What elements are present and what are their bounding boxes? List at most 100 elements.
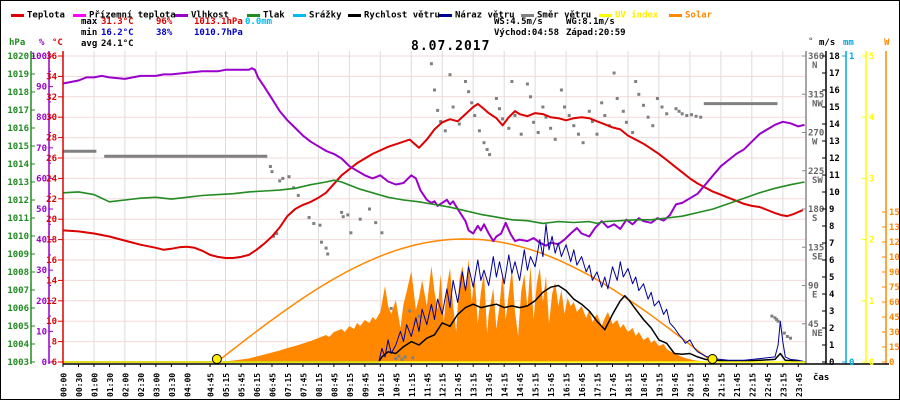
wind-direction-axis-label: 270 [808,129,824,139]
time-tick-label: 11:15 [408,373,417,397]
time-tick-label: 23:15 [779,373,788,397]
time-tick-label: 22:15 [748,373,757,397]
wind-direction-dot [685,114,689,117]
wind-axis-label: 4 [829,290,835,300]
legend-label: Náraz větru [455,10,515,21]
wind-direction-dot [464,80,467,83]
solar-axis-label: 900 [889,268,900,278]
wind-direction-dot [433,88,436,92]
wind-direction-compass-label: S [812,214,817,224]
wind-direction-dot [776,319,780,323]
hpa-axis-label: 1003 [7,358,29,368]
wind-direction-compass-label: N [812,61,817,71]
wind-direction-dot [470,101,474,105]
time-tick-label: 15:15 [532,373,541,397]
wind-direction-dot [368,207,371,211]
stat-min-temperature: 16.2°C [101,28,134,38]
wind-axis-label: 9 [829,205,834,215]
wind-direction-dot [563,105,566,109]
stat-sunset-time: Západ:20:59 [566,28,626,38]
axis-header-wind: m/s [819,38,836,48]
wind-direction-dot [782,331,786,335]
wind-direction-dot [324,246,328,250]
wind-direction-dot [477,129,481,133]
wind-axis-label: 2 [829,324,834,334]
wind-direction-axis-label: 180 [808,205,824,215]
wind-direction-dot [268,165,272,168]
wind-direction-dot [346,213,350,217]
wind-axis-label: 8 [829,222,834,232]
temperature-axis-label: 18 [46,236,57,246]
wind-direction-dot [615,97,619,100]
wind-direction-dot [400,357,404,361]
hpa-axis-label: 1005 [7,322,29,332]
time-tick-label: 04:00 [183,373,192,397]
solar-actual-area [216,259,713,362]
wind-direction-dot [572,124,576,128]
wind-direction-dot [549,126,553,130]
wind-direction-dot [789,336,792,340]
wind-axis-label: 15 [829,103,840,113]
temperature-axis-label: 26 [46,154,57,164]
temperature-axis-label: 10 [46,317,57,327]
wind-direction-dot [680,112,684,116]
wind-axis-label: 11 [829,171,840,181]
chart-title-date: 8.07.2017 [411,39,491,54]
temperature-axis-label: 8 [52,338,57,348]
humidity-axis-label: 40 [36,236,47,246]
legend-label: Solar [685,10,713,21]
time-tick-label: 07:45 [299,373,308,397]
humidity-axis-label: 0 [42,358,47,368]
wind-direction-dot [674,107,678,111]
solar-axis-label: 1050 [889,253,900,263]
wind-direction-dot [397,354,401,358]
humidity-axis-label: 30 [36,266,47,276]
wind-direction-dot [429,62,433,66]
temperature-axis-label: 28 [46,134,57,144]
wind-direction-dot [451,105,455,109]
wind-direction-dot [773,316,777,320]
humidity-axis-label: 70 [36,144,47,154]
time-tick-label: 08:15 [315,373,324,397]
hpa-axis-label: 1018 [7,88,29,98]
time-tick-label: 17:15 [594,373,603,397]
wind-direction-dot [349,231,353,235]
solar-axis-label: 1200 [889,238,900,248]
wind-direction-dot [631,131,635,134]
legend-item-8: Směr větru [521,5,591,21]
time-tick-label: 06:15 [253,373,262,397]
sunrise-sun-icon [211,354,222,364]
stat-avg-temperature: 24.1°C [101,39,134,49]
wind-direction-dot [320,240,323,244]
wind_speed_ms-line [63,284,807,363]
hpa-axis-label: 1009 [7,250,29,260]
time-tick-label: 00:30 [75,373,84,397]
stat-max-pressure: 1013.1hPa [194,17,243,27]
solar-axis-label: 150 [889,343,900,353]
stat-wind-gust-max: WG:8.1m/s [566,17,615,27]
time-tick-label: 14:15 [501,373,510,397]
time-tick-label: 23:45 [795,373,804,397]
temperature-axis-label: 20 [46,215,57,225]
stat-max-label: max [81,17,98,27]
wind-direction-dot [510,80,514,83]
time-tick-label: 03:00 [152,373,161,397]
wind-direction-axis-label: 45 [808,320,819,330]
time-tick-label: 19:45 [671,373,680,397]
stat-min-humidity: 38% [156,28,173,38]
wind-direction-dot [655,97,659,100]
wind-direction-dot [770,314,774,318]
time-tick-label: 02:00 [121,373,130,397]
wind-direction-dot [513,114,517,117]
time-tick-label: 21:15 [717,373,726,397]
wind-axis-label: 13 [829,137,840,147]
wind-direction-dot [296,193,300,197]
time-tick-label: 08:45 [330,373,339,397]
time-tick-label: 05:45 [238,373,247,397]
time-tick-label: 13:15 [470,373,479,397]
legend-label: Rychlost větru [364,10,440,21]
wind-axis-label: 16 [829,86,840,96]
wind-direction-compass-label: SE [812,252,823,262]
